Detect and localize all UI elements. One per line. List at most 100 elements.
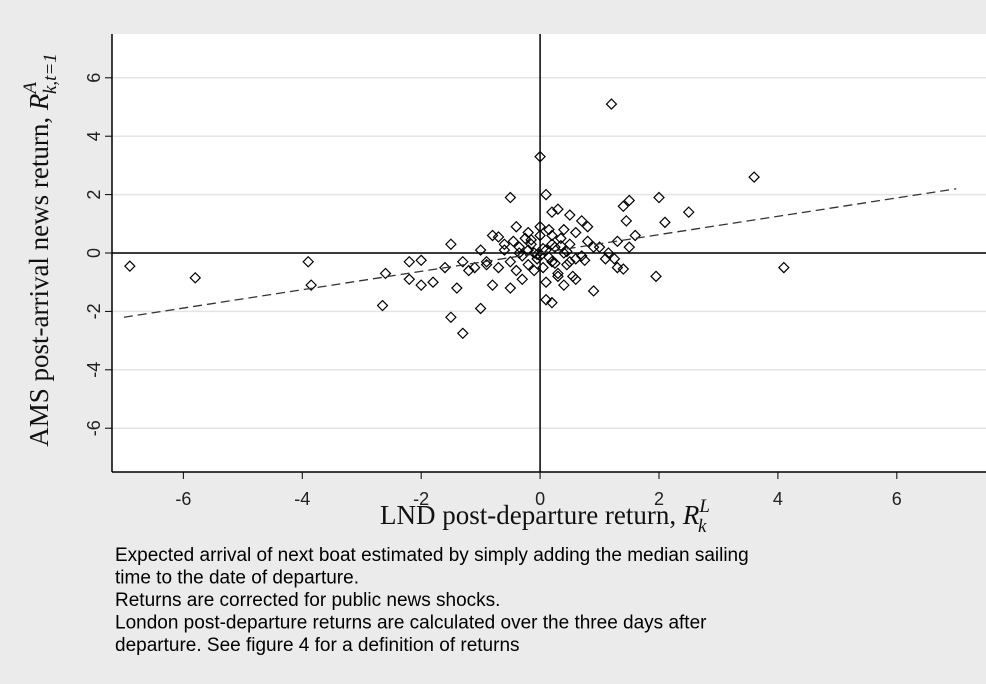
x-label-sup: L: [698, 496, 710, 517]
point: [510, 264, 523, 277]
note: Returns are corrected for public news sh…: [115, 590, 500, 611]
point: [611, 235, 624, 248]
point: [537, 261, 549, 274]
point: [302, 255, 315, 268]
point: [492, 231, 505, 243]
point: [528, 247, 540, 259]
point: [629, 229, 642, 242]
point: [516, 250, 529, 262]
point: [456, 255, 469, 268]
point: [305, 279, 318, 291]
point: [587, 285, 600, 297]
point: [581, 235, 594, 248]
point: [504, 191, 517, 204]
point: [558, 223, 570, 236]
point: [620, 215, 633, 227]
point: [546, 238, 558, 251]
point: [474, 244, 487, 256]
point: [534, 250, 546, 262]
point: [575, 250, 588, 262]
point: [540, 188, 552, 201]
y-tick-label: -4: [84, 362, 104, 378]
point: [566, 270, 579, 283]
note: departure. See figure 4 for a definition…: [115, 635, 520, 656]
y-tick-label: 4: [84, 131, 104, 141]
point: [555, 232, 567, 245]
point: [534, 150, 546, 163]
y-label-text: AMS post-arrival news return,: [24, 117, 54, 447]
x-label-symbol: R: [682, 500, 700, 530]
point: [617, 263, 630, 275]
point: [498, 244, 511, 256]
point: [552, 203, 564, 216]
point: [543, 223, 555, 236]
point: [510, 220, 523, 233]
point: [504, 255, 517, 268]
point: [682, 206, 695, 218]
point: [516, 273, 529, 286]
point: [486, 279, 499, 291]
point: [123, 260, 136, 272]
point: [525, 234, 538, 246]
x-label-sub: k: [698, 516, 707, 537]
point: [445, 311, 457, 324]
point: [558, 279, 570, 291]
y-tick-label: -2: [84, 303, 104, 319]
point: [578, 254, 591, 267]
point: [474, 302, 487, 315]
point: [748, 171, 760, 183]
point: [546, 229, 558, 242]
note: London post-departure returns are calcul…: [115, 613, 707, 634]
point: [563, 209, 576, 221]
point: [507, 235, 520, 248]
point: [450, 282, 463, 294]
note: Expected arrival of next boat estimated …: [115, 545, 749, 566]
point: [376, 299, 389, 312]
point: [555, 239, 567, 252]
y-label-sub: k,t=1: [40, 53, 61, 94]
point: [549, 241, 561, 254]
point: [403, 273, 416, 286]
point: [560, 258, 573, 271]
point: [552, 270, 564, 283]
point: [498, 238, 511, 251]
x-tick-label: -6: [175, 489, 191, 509]
y-tick-label: 6: [84, 73, 104, 83]
x-tick-label: 2: [654, 489, 664, 509]
point: [531, 252, 543, 265]
point: [403, 255, 416, 268]
note: time to the date of departure.: [115, 568, 359, 589]
point: [540, 276, 552, 289]
point: [569, 252, 582, 265]
point: [608, 252, 621, 265]
point: [546, 255, 558, 268]
x-label-text: LND post-departure return,: [380, 500, 676, 530]
point: [563, 255, 576, 268]
point: [189, 271, 202, 284]
point: [427, 276, 439, 289]
y-tick-label: 2: [84, 190, 104, 200]
point: [415, 279, 428, 291]
point: [540, 293, 552, 306]
point: [537, 242, 549, 255]
x-tick-label: 4: [773, 489, 783, 509]
point: [778, 261, 790, 274]
x-tick-label: -2: [413, 489, 429, 509]
point: [462, 264, 475, 277]
point: [605, 98, 618, 110]
point: [546, 206, 558, 218]
point: [528, 264, 540, 277]
y-tick-label: 0: [84, 248, 104, 258]
x-axis-label: LND post-departure return, RL k: [380, 496, 710, 537]
point: [549, 257, 561, 270]
point: [569, 273, 582, 286]
point: [543, 251, 555, 264]
y-axis-label: AMS post-arrival news return, RAk,t=1: [20, 53, 61, 447]
point: [587, 241, 600, 254]
point: [534, 229, 546, 242]
point: [546, 296, 558, 309]
point: [522, 258, 535, 271]
y-label-symbol: R: [24, 93, 54, 111]
point: [569, 226, 582, 239]
